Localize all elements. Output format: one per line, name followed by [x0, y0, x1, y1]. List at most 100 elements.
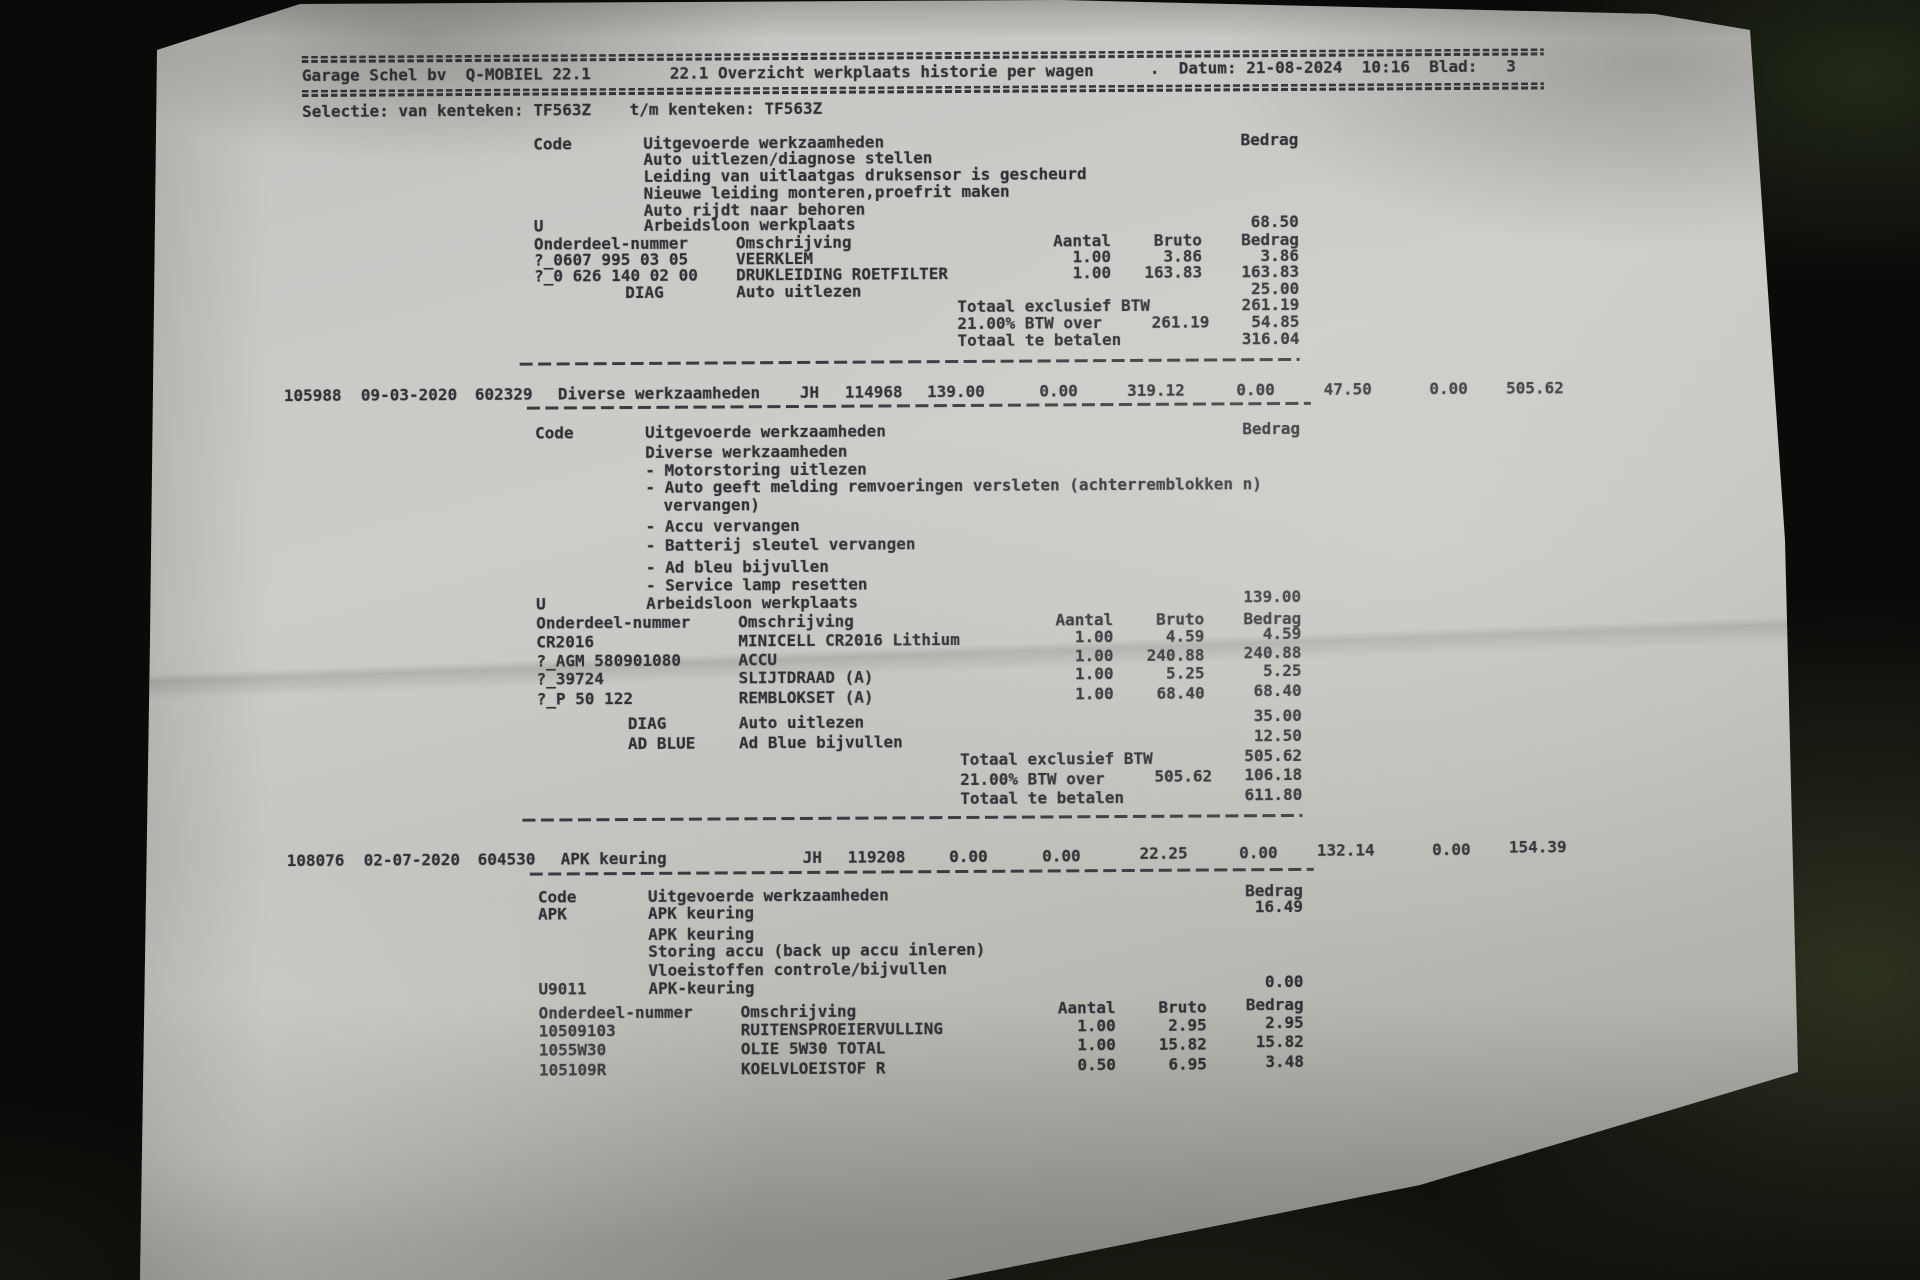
part-number: ?_AGM 580901080 [536, 650, 682, 671]
total-excl-amount: 505.62 [1244, 745, 1303, 766]
summary-mileage: 119208 [847, 847, 906, 867]
part-qty: 1.00 [1077, 1035, 1116, 1055]
double-rule [301, 82, 1544, 98]
extra-code: DIAG [625, 282, 664, 303]
summary-value: 22.25 [1139, 843, 1188, 863]
summary-value: 0.00 [949, 846, 988, 867]
summary-order-number: 108076 [286, 850, 345, 871]
summary-value: 0.00 [1429, 378, 1468, 399]
vat-base: 261.19 [1151, 312, 1210, 332]
part-desc: KOELVLOEISTOF R [740, 1058, 886, 1079]
part-gross: 68.40 [1156, 683, 1205, 703]
summary-value: 0.00 [1042, 846, 1081, 866]
part-amount: 68.40 [1253, 680, 1302, 701]
part-qty: 1.00 [1074, 646, 1114, 666]
summary-description: APK keuring [560, 848, 667, 869]
extra-amount: 12.50 [1253, 725, 1302, 746]
part-amount: 5.25 [1262, 660, 1302, 681]
parts-header-amount: Bedrag [1245, 994, 1304, 1015]
part-gross: 4.59 [1165, 626, 1205, 646]
extra-amount: 35.00 [1253, 705, 1302, 726]
extra-desc: Auto uitlezen [736, 281, 862, 302]
part-number: ?_P 50 122 [536, 689, 634, 709]
summary-date: 09-03-2020 [360, 385, 458, 405]
column-label-code: Code [533, 134, 572, 154]
extra-code: AD BLUE [627, 733, 696, 754]
labor-desc: APK-keuring [648, 978, 755, 998]
vat-base: 505.62 [1154, 766, 1213, 786]
summary-value: 0.00 [1039, 381, 1078, 401]
work-line: Vloeistoffen controle/bijvullen [648, 959, 948, 980]
selection-line: Selectie: van kenteken: TF563Z t/m kente… [302, 98, 823, 122]
column-label-work: Uitgevoerde werkzaamheden [645, 421, 886, 442]
part-desc: REMBLOKSET (A) [738, 687, 874, 708]
part-qty: 1.00 [1074, 627, 1114, 647]
summary-doc-number: 602329 [474, 384, 533, 404]
extra-desc: Ad Blue bijvullen [738, 732, 903, 753]
total-due-amount: 611.80 [1244, 784, 1303, 805]
summary-description: Diverse werkzaamheden [557, 383, 761, 404]
labor-desc: Arbeidsloon werkplaats [646, 592, 859, 613]
labor-desc: APK keuring [647, 903, 755, 923]
work-line: vervangen) [663, 495, 760, 515]
part-qty: 1.00 [1072, 263, 1112, 283]
vat-label: 21.00% BTW over [960, 769, 1105, 790]
extra-code: DIAG [627, 713, 667, 734]
part-qty: 0.50 [1077, 1055, 1116, 1075]
summary-value: 132.14 [1316, 840, 1375, 860]
part-amount: 2.95 [1265, 1012, 1304, 1033]
part-number: CR2016 [536, 632, 595, 652]
part-amount: 240.88 [1243, 642, 1302, 663]
summary-mileage: 114968 [844, 382, 903, 402]
part-qty: 1.00 [1074, 664, 1114, 684]
column-label-code: Code [535, 423, 574, 443]
block-separator-rule [522, 813, 1303, 822]
part-amount: 3.48 [1265, 1051, 1304, 1072]
part-amount: 4.59 [1262, 623, 1302, 644]
column-label-amount: Bedrag [1240, 129, 1299, 150]
part-desc: MINICELL CR2016 Lithium [738, 630, 960, 651]
summary-value: 0.00 [1239, 843, 1278, 863]
parts-header-desc: Omschrijving [738, 611, 854, 632]
total-due-label: Totaal te betalen [957, 330, 1122, 351]
labor-code: U [536, 594, 546, 614]
summary-value: 154.39 [1508, 837, 1567, 857]
parts-header-nr: Onderdeel-nummer [538, 1002, 693, 1023]
part-amount: 15.82 [1255, 1031, 1304, 1052]
total-due-label: Totaal te betalen [960, 788, 1125, 809]
extra-desc: Auto uitlezen [738, 712, 865, 733]
labor-amount: 68.50 [1250, 211, 1299, 232]
part-number: ?_0 626 140 02 00 [534, 265, 698, 286]
part-desc: RUITENSPROEIERVULLING [740, 1019, 944, 1040]
part-number: 105109R [538, 1060, 607, 1080]
summary-date: 02-07-2020 [363, 850, 461, 870]
total-excl-label: Totaal exclusief BTW [960, 748, 1153, 770]
part-qty: 1.00 [1075, 684, 1114, 704]
parts-header-qty: Aantal [1057, 998, 1116, 1018]
summary-value: 319.12 [1126, 380, 1185, 400]
report-header-title: 22.1 Overzicht werkplaats historie per w… [669, 61, 1094, 83]
summary-separator-rule [529, 867, 1314, 876]
part-gross: 5.25 [1165, 663, 1205, 683]
part-desc: OLIE 5W30 TOTAL [740, 1038, 886, 1059]
work-line: Storing accu (back up accu inleren) [648, 939, 986, 961]
summary-value: 139.00 [926, 381, 985, 402]
summary-value: 47.50 [1323, 379, 1372, 399]
part-desc: ACCU [738, 650, 778, 670]
part-number: 1055W30 [538, 1040, 607, 1060]
work-line: - Auto geeft melding remvoeringen versle… [645, 474, 1262, 497]
part-gross: 163.83 [1144, 262, 1203, 282]
parts-header-desc: Omschrijving [740, 1001, 857, 1022]
labor-amount: 139.00 [1243, 586, 1302, 607]
summary-value: 505.62 [1505, 378, 1564, 398]
summary-value: 0.00 [1236, 380, 1275, 400]
part-number: ?_39724 [536, 669, 605, 689]
parts-header-gross: Bruto [1158, 997, 1207, 1017]
part-qty: 1.00 [1077, 1016, 1116, 1036]
total-due-amount: 316.04 [1241, 328, 1300, 349]
column-label-amount: Bedrag [1242, 418, 1301, 439]
part-gross: 240.88 [1146, 645, 1205, 665]
summary-value: 0.00 [1432, 839, 1471, 860]
